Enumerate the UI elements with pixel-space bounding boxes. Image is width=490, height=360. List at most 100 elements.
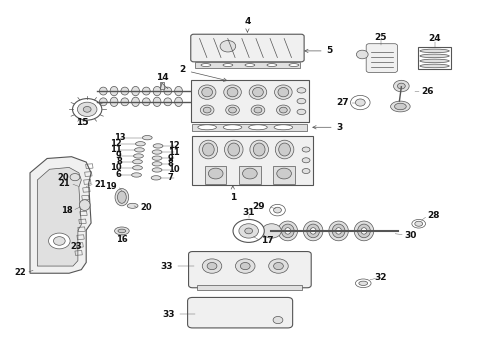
Circle shape — [241, 262, 250, 270]
Ellipse shape — [203, 107, 211, 113]
Ellipse shape — [358, 224, 370, 238]
Ellipse shape — [336, 228, 342, 234]
FancyBboxPatch shape — [366, 44, 397, 72]
Ellipse shape — [359, 281, 368, 285]
Text: 9: 9 — [116, 152, 122, 161]
Circle shape — [220, 41, 236, 52]
Ellipse shape — [278, 221, 297, 241]
Ellipse shape — [202, 143, 214, 156]
Text: 30: 30 — [404, 231, 416, 240]
Bar — [84, 180, 91, 184]
Text: 19: 19 — [105, 182, 117, 191]
Ellipse shape — [224, 85, 242, 99]
Ellipse shape — [199, 140, 218, 159]
FancyBboxPatch shape — [189, 252, 311, 288]
Ellipse shape — [243, 168, 257, 179]
Text: 12: 12 — [110, 139, 122, 148]
Ellipse shape — [275, 140, 294, 159]
Text: 20: 20 — [57, 173, 69, 182]
Text: 32: 32 — [374, 273, 387, 282]
Bar — [85, 172, 92, 176]
Ellipse shape — [132, 86, 140, 96]
Text: 15: 15 — [76, 118, 89, 127]
Ellipse shape — [420, 49, 449, 53]
Ellipse shape — [118, 191, 126, 203]
Ellipse shape — [208, 168, 223, 179]
Text: 27: 27 — [336, 98, 348, 107]
Text: 21: 21 — [95, 180, 106, 189]
Circle shape — [70, 174, 80, 181]
Ellipse shape — [153, 144, 163, 148]
Text: 13: 13 — [114, 133, 125, 142]
Ellipse shape — [281, 224, 294, 238]
Polygon shape — [37, 167, 81, 266]
Text: 8: 8 — [168, 159, 173, 168]
Ellipse shape — [229, 107, 237, 113]
Text: 33: 33 — [163, 310, 175, 319]
Text: 3: 3 — [313, 123, 343, 132]
Ellipse shape — [303, 221, 323, 241]
Circle shape — [350, 95, 370, 110]
Ellipse shape — [202, 87, 213, 97]
Ellipse shape — [355, 279, 371, 288]
Ellipse shape — [278, 87, 289, 97]
Ellipse shape — [354, 221, 374, 241]
Text: 2: 2 — [179, 66, 227, 81]
Text: 26: 26 — [421, 86, 433, 95]
Ellipse shape — [276, 105, 290, 115]
Ellipse shape — [143, 135, 152, 140]
Text: 10: 10 — [168, 166, 179, 175]
Bar — [273, 166, 295, 184]
Bar — [77, 235, 84, 239]
Text: 24: 24 — [428, 34, 441, 43]
Ellipse shape — [143, 87, 150, 95]
Ellipse shape — [249, 85, 267, 99]
Bar — [81, 203, 88, 208]
Bar — [86, 164, 93, 168]
Circle shape — [207, 262, 217, 270]
Circle shape — [53, 237, 65, 245]
Ellipse shape — [302, 158, 310, 163]
Bar — [75, 251, 82, 255]
Circle shape — [49, 233, 70, 249]
Ellipse shape — [174, 97, 182, 107]
Circle shape — [236, 259, 255, 273]
Ellipse shape — [228, 143, 240, 156]
Ellipse shape — [121, 87, 129, 95]
Ellipse shape — [226, 105, 240, 115]
Ellipse shape — [198, 85, 216, 99]
Ellipse shape — [251, 105, 265, 115]
Circle shape — [273, 262, 283, 270]
Ellipse shape — [99, 87, 107, 95]
Text: 7: 7 — [168, 174, 173, 183]
Text: 21: 21 — [58, 179, 70, 188]
Ellipse shape — [285, 228, 291, 234]
Ellipse shape — [134, 154, 144, 158]
Bar — [193, 124, 307, 131]
Circle shape — [273, 316, 283, 324]
Ellipse shape — [118, 229, 126, 233]
Text: 23: 23 — [71, 242, 82, 251]
Ellipse shape — [279, 143, 291, 156]
Ellipse shape — [420, 54, 449, 58]
Ellipse shape — [297, 109, 306, 114]
Bar — [239, 166, 261, 184]
Text: 28: 28 — [427, 211, 440, 220]
Text: 17: 17 — [261, 237, 273, 246]
Text: 16: 16 — [116, 235, 128, 244]
Ellipse shape — [420, 64, 449, 68]
Ellipse shape — [420, 59, 449, 63]
Circle shape — [273, 207, 281, 213]
Text: 5: 5 — [305, 46, 333, 55]
Ellipse shape — [289, 64, 299, 67]
Ellipse shape — [99, 98, 107, 106]
Ellipse shape — [267, 64, 277, 67]
Circle shape — [239, 224, 258, 238]
Circle shape — [355, 99, 365, 106]
Ellipse shape — [152, 162, 162, 166]
Ellipse shape — [133, 166, 143, 170]
Text: 1: 1 — [230, 186, 236, 202]
Text: 12: 12 — [168, 141, 179, 150]
Circle shape — [233, 220, 264, 242]
Ellipse shape — [297, 98, 306, 104]
